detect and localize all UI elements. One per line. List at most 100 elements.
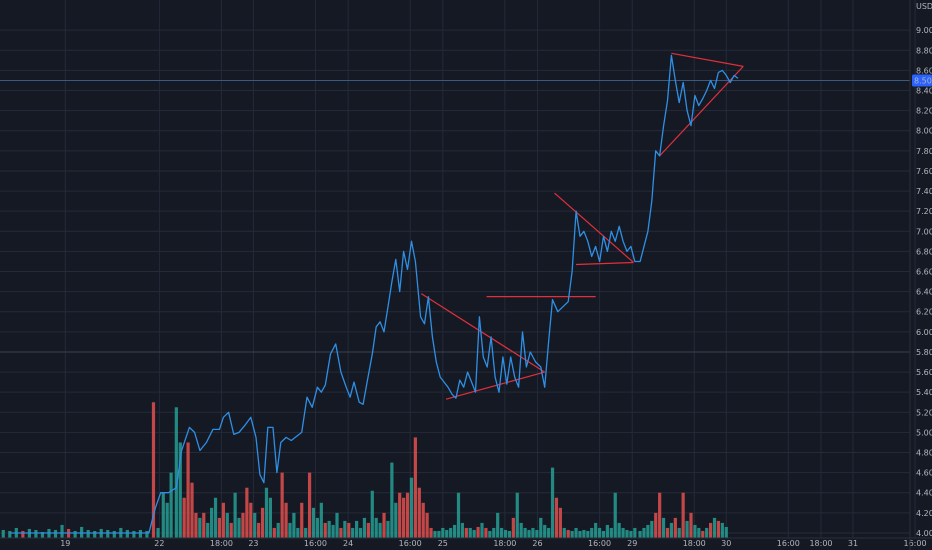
volume-bar bbox=[558, 507, 562, 538]
volume-bar bbox=[421, 502, 425, 538]
volume-bar bbox=[590, 527, 594, 538]
volume-bar bbox=[93, 530, 97, 538]
volume-bar bbox=[190, 482, 194, 538]
volume-bar bbox=[456, 492, 461, 538]
volume-bar bbox=[503, 529, 508, 538]
volume-bar bbox=[566, 529, 570, 538]
volume-bar bbox=[138, 529, 143, 538]
volume-bar bbox=[425, 512, 429, 538]
volume-bar bbox=[165, 502, 169, 538]
volume-bar bbox=[213, 497, 218, 538]
volume-bar bbox=[161, 492, 165, 538]
volume-bar bbox=[586, 530, 590, 538]
volume-bar bbox=[304, 527, 308, 538]
trendline[interactable] bbox=[576, 261, 634, 266]
volume-bar bbox=[468, 527, 472, 538]
price-line-layer bbox=[10, 54, 739, 534]
volume-bar bbox=[362, 517, 367, 538]
x-tick-label: 16:00 bbox=[777, 539, 800, 548]
volume-bar bbox=[386, 520, 390, 538]
volume-bar bbox=[253, 512, 257, 538]
volume-bar bbox=[145, 530, 149, 538]
volume-bar bbox=[499, 527, 504, 538]
x-tick-label: 31 bbox=[848, 539, 858, 548]
volume-bar bbox=[669, 522, 674, 538]
x-tick-label: 25 bbox=[438, 539, 448, 548]
trendline[interactable] bbox=[671, 52, 744, 67]
volume-bar bbox=[257, 522, 261, 538]
volume-bar bbox=[264, 487, 269, 538]
volume-bar bbox=[484, 527, 488, 538]
x-tick-label: 18:00 bbox=[493, 539, 516, 548]
volume-bar bbox=[335, 512, 339, 538]
volume-bar bbox=[464, 527, 468, 538]
y-tick-label: 7.40 bbox=[916, 187, 932, 196]
y-tick-label: 9.00 bbox=[916, 26, 932, 35]
y-tick-label: 6.60 bbox=[916, 268, 932, 277]
trendline[interactable] bbox=[420, 293, 546, 373]
volume-bar bbox=[73, 530, 77, 538]
volume-bar bbox=[437, 530, 441, 538]
volume-bar bbox=[554, 497, 559, 538]
volume-bar bbox=[625, 529, 629, 538]
volume-bar bbox=[550, 467, 555, 538]
volume-bar bbox=[677, 527, 681, 538]
y-tick-label: 8.80 bbox=[916, 46, 932, 55]
volume-bar bbox=[445, 529, 449, 538]
volume-bar bbox=[21, 530, 25, 538]
y-tick-label: 7.60 bbox=[916, 167, 932, 176]
volume-bar bbox=[654, 512, 658, 538]
volume-bar bbox=[378, 522, 382, 538]
x-tick-label: 18:00 bbox=[683, 539, 706, 548]
trendline-drawings[interactable] bbox=[420, 52, 744, 400]
volume-bar bbox=[716, 520, 721, 538]
volume-bar bbox=[198, 517, 202, 538]
volume-bar bbox=[292, 512, 296, 538]
volume-bar bbox=[151, 402, 156, 538]
y-tick-label: 6.20 bbox=[916, 308, 932, 317]
volume-bar bbox=[617, 522, 621, 538]
volume-bar bbox=[693, 524, 697, 538]
volume-bar bbox=[311, 507, 316, 538]
volume-bar bbox=[169, 472, 173, 538]
volume-bar bbox=[409, 477, 414, 538]
volume-bar bbox=[245, 487, 249, 538]
volume-bar bbox=[366, 522, 370, 538]
volume-bar bbox=[724, 526, 728, 538]
volume-bar bbox=[681, 492, 685, 538]
x-tick-label: 30 bbox=[721, 539, 731, 548]
volume-bar bbox=[40, 531, 45, 538]
volume-bar bbox=[394, 502, 398, 538]
volume-bar bbox=[535, 529, 539, 538]
volume-bar bbox=[276, 522, 280, 538]
volume-bar bbox=[132, 530, 136, 538]
volume-bar bbox=[53, 529, 58, 538]
volume-bar bbox=[296, 527, 300, 538]
volume-bar bbox=[1, 529, 5, 538]
volume-bar bbox=[280, 472, 284, 538]
volume-bar bbox=[708, 522, 713, 538]
x-tick-label: 18:00 bbox=[210, 539, 233, 548]
volume-bar bbox=[241, 512, 245, 538]
volume-bar bbox=[319, 502, 323, 538]
volume-bar bbox=[685, 520, 689, 538]
last-price-badge bbox=[912, 74, 932, 87]
trendline[interactable] bbox=[445, 371, 545, 400]
volume-bar bbox=[701, 530, 705, 538]
volume-bar bbox=[594, 522, 598, 538]
x-tick-label: 18:00 bbox=[809, 539, 832, 548]
volume-bar bbox=[574, 527, 578, 538]
x-tick-label: 16:00 bbox=[304, 539, 327, 548]
volume-bar bbox=[601, 530, 606, 538]
volume-bar bbox=[221, 502, 225, 538]
volume-bar bbox=[697, 527, 701, 538]
volume-bar bbox=[519, 522, 523, 538]
trendline[interactable] bbox=[554, 192, 634, 263]
volume-bar bbox=[34, 529, 38, 538]
volume-bar bbox=[605, 524, 610, 538]
volume-bar bbox=[613, 492, 617, 538]
volume-bar bbox=[347, 522, 351, 538]
